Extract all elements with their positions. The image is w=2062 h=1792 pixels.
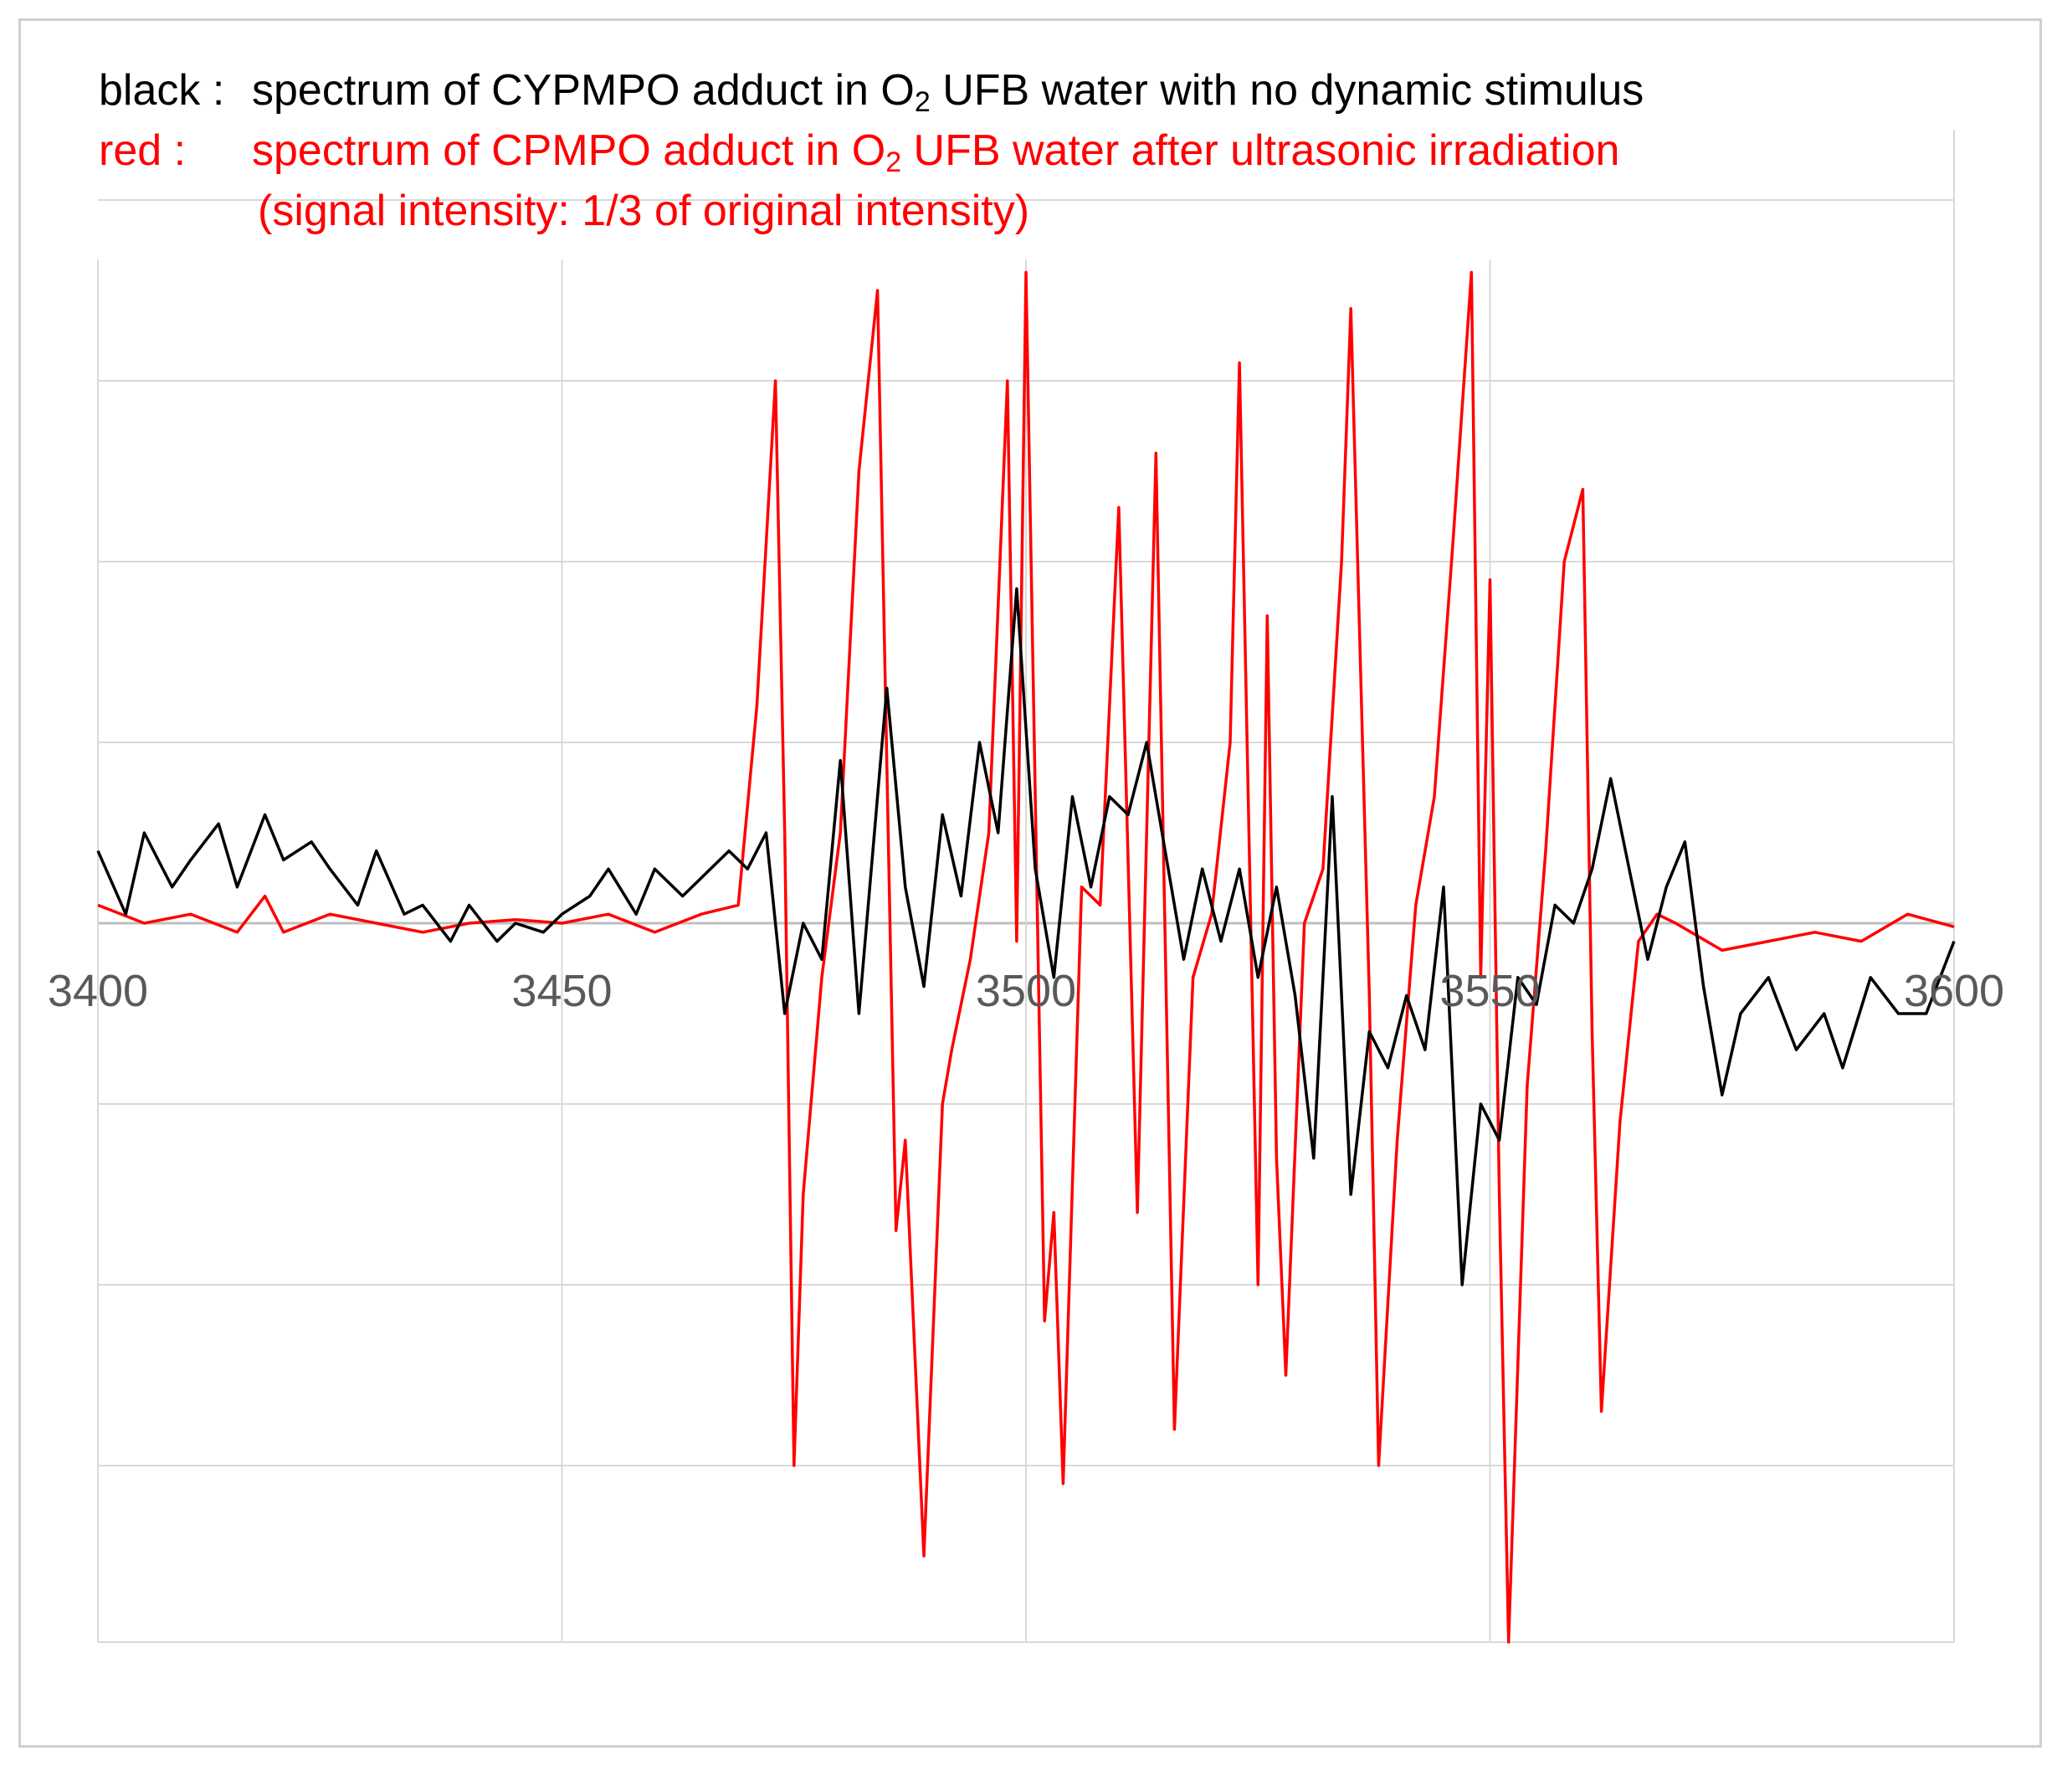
series-line-black bbox=[96, 587, 1956, 1286]
legend-subscript-black: 2 bbox=[914, 86, 931, 118]
legend-key-red: red : bbox=[99, 126, 187, 175]
figure-frame bbox=[18, 18, 2042, 1748]
legend-text-red-part1: spectrum of CPMPO adduct in O bbox=[252, 126, 886, 175]
legend-key-black: black : bbox=[99, 66, 225, 115]
x-tick-label: 3400 bbox=[48, 966, 148, 1016]
legend-text-black-part2: UFB water with no dynamic stimulus bbox=[930, 66, 1644, 115]
series-lines bbox=[96, 270, 1956, 1644]
x-tick-label: 3450 bbox=[511, 966, 612, 1016]
series-line-red bbox=[97, 270, 1955, 1644]
gridlines bbox=[97, 130, 1955, 1643]
x-tick-labels: 3400 3450 3500 3550 3600 bbox=[48, 966, 2004, 1016]
legend-note-red: (signal intensity: 1/3 of original inten… bbox=[258, 187, 1030, 235]
legend-text-red-part2: UFB water after ultrasonic irradiation bbox=[901, 126, 1620, 175]
legend-text-red: spectrum of CPMPO adduct in O2 UFB water… bbox=[252, 121, 1619, 193]
x-tick-label: 3600 bbox=[1904, 966, 2004, 1016]
legend-text-black-part1: spectrum of CYPMPO adduct in O bbox=[252, 66, 915, 115]
x-tick-label: 3550 bbox=[1439, 966, 1540, 1016]
legend-subscript-red: 2 bbox=[885, 146, 902, 178]
x-tick-label: 3500 bbox=[976, 966, 1076, 1016]
legend-text-black: spectrum of CYPMPO adduct in O2 UFB wate… bbox=[252, 60, 1644, 132]
